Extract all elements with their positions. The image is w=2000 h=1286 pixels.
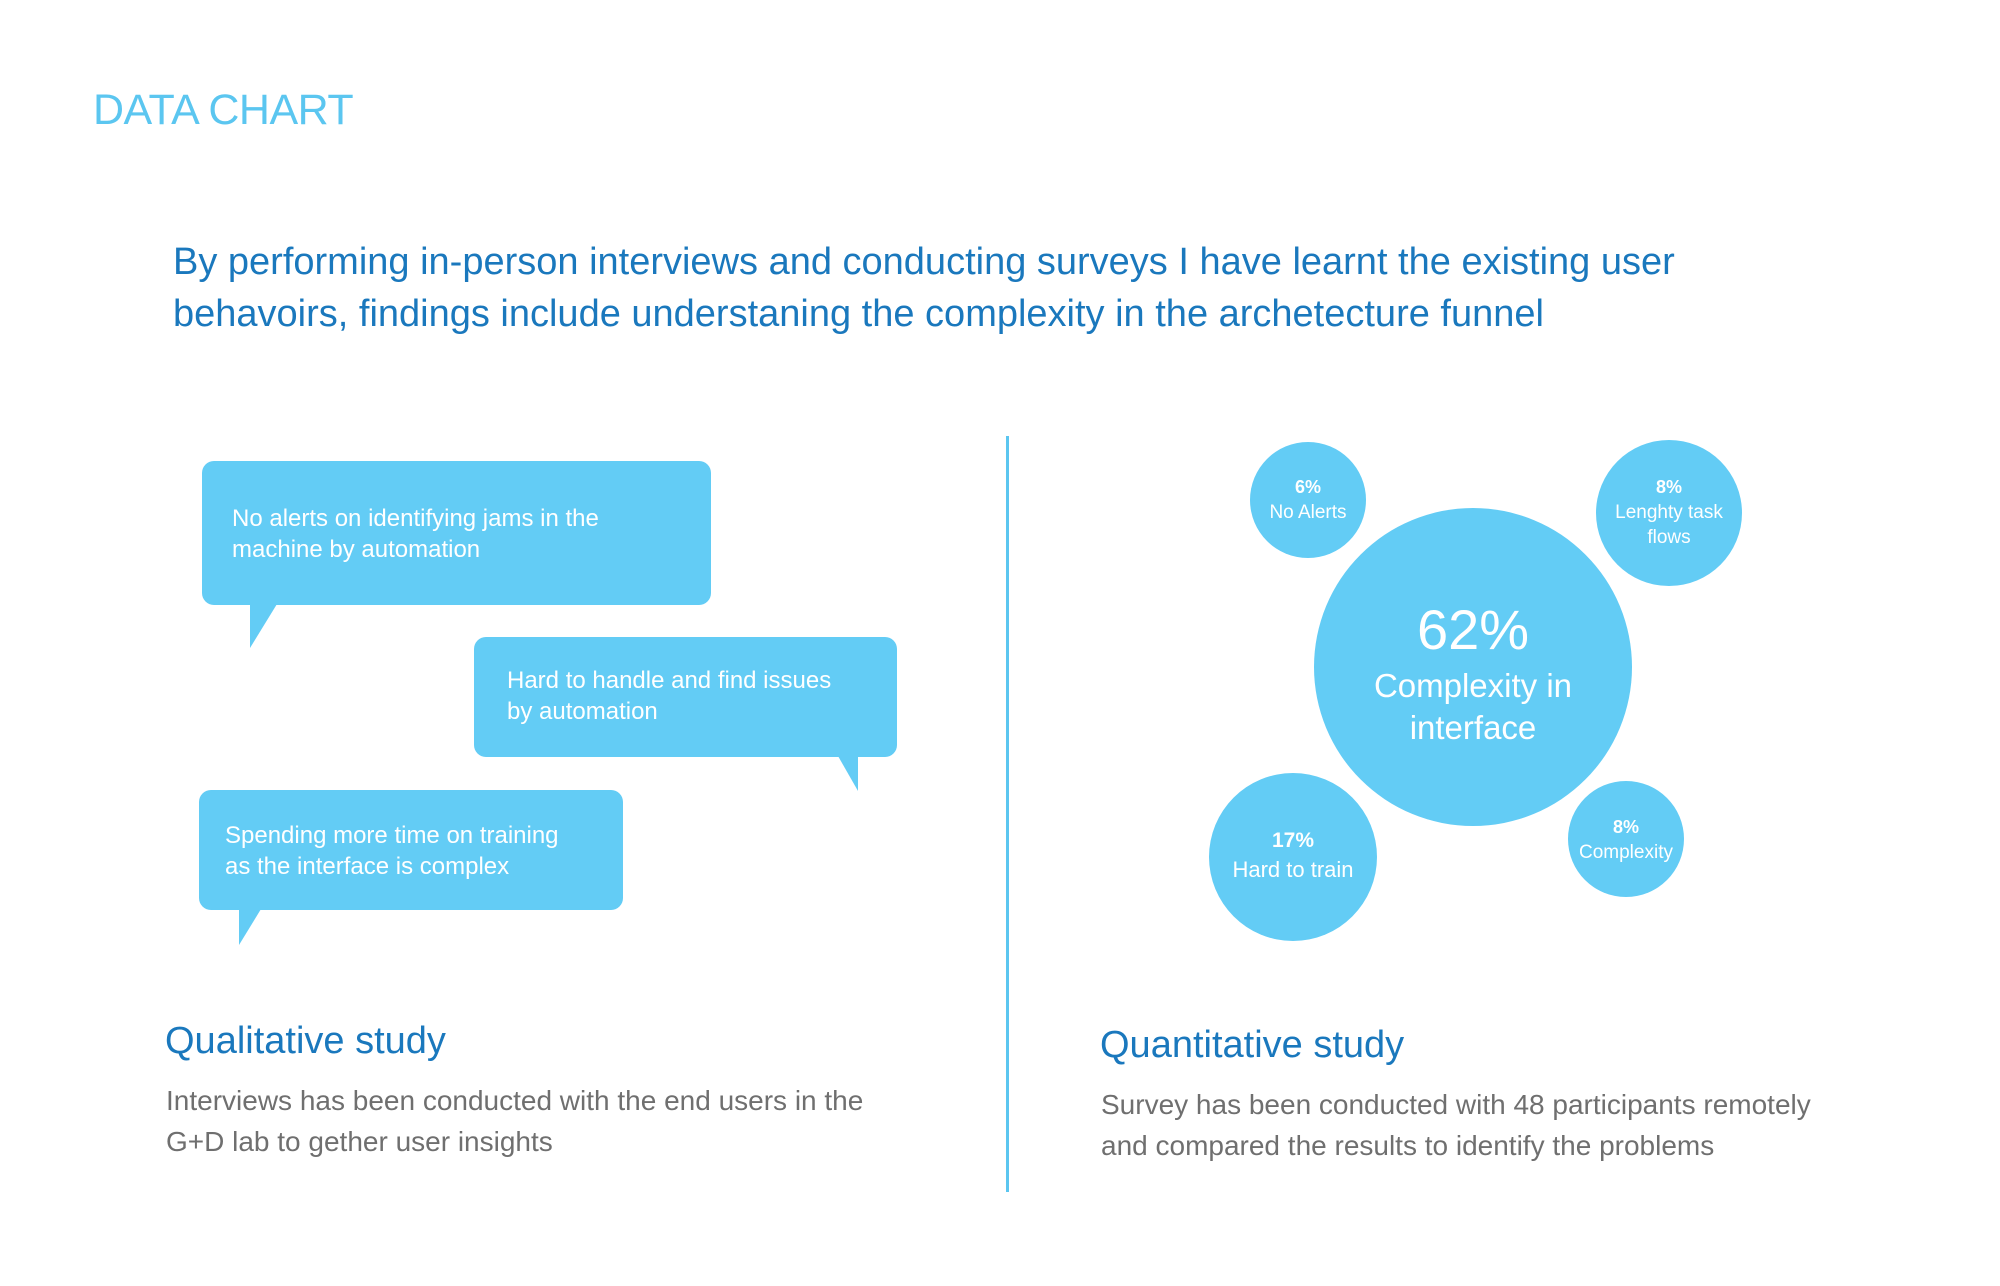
bubble-label: Complexity: [1579, 842, 1673, 863]
bubble-value: 8%: [1656, 477, 1682, 497]
bubble-complexity-interface: 62% Complexity in interface: [1314, 508, 1632, 826]
bubble-complexity: 8% Complexity: [1568, 781, 1684, 897]
bubble-label: No Alerts: [1269, 502, 1346, 523]
bubble-lengthy-task-flows: 8% Lenghty task flows: [1596, 440, 1742, 586]
bubble-circle: [1568, 781, 1684, 897]
quote-line: Hard to handle and find issues: [507, 667, 832, 694]
bubble-circle: [1596, 440, 1742, 586]
bubble-value: 62%: [1417, 598, 1529, 661]
quote-bubble-hard-to-handle: Hard to handle and find issues by automa…: [474, 637, 897, 791]
section-label: DATA CHART: [93, 86, 354, 134]
qualitative-study-title: Qualitative study: [165, 1020, 446, 1062]
speech-tail: [239, 909, 261, 945]
section-divider: [1006, 436, 1009, 1192]
speech-tail: [250, 604, 277, 648]
description-line: and compared the results to identify the…: [1101, 1130, 1715, 1161]
speech-tail: [838, 756, 858, 791]
quote-bubble-training: Spending more time on training as the in…: [199, 790, 623, 945]
bubble-label: flows: [1647, 527, 1690, 548]
bubble-hard-to-train: 17% Hard to train: [1209, 773, 1377, 941]
bubble-label: Hard to train: [1232, 857, 1353, 882]
intro-line: By performing in-person interviews and c…: [173, 241, 1675, 283]
description-line: Survey has been conducted with 48 partic…: [1101, 1089, 1811, 1120]
quote-line: by automation: [507, 698, 658, 725]
description-line: Interviews has been conducted with the e…: [166, 1085, 864, 1116]
description-line: G+D lab to gether user insights: [166, 1126, 553, 1157]
bubble-chart: 62% Complexity in interface 6% No Alerts…: [1209, 440, 1742, 941]
bubble-value: 17%: [1272, 829, 1314, 852]
bubble-label: interface: [1410, 709, 1537, 746]
bubble-no-alerts: 6% No Alerts: [1250, 442, 1366, 558]
bubble-circle: [1314, 508, 1632, 826]
quantitative-study-description: Survey has been conducted with 48 partic…: [1101, 1084, 1811, 1166]
quote-line: machine by automation: [232, 536, 481, 563]
bubble-label: Lenghty task: [1615, 502, 1723, 523]
quote-bubble-no-alerts: No alerts on identifying jams in the mac…: [202, 461, 711, 648]
bubble-value: 8%: [1613, 817, 1639, 837]
bubble-value: 6%: [1295, 477, 1321, 497]
bubble-label: Complexity in: [1374, 667, 1572, 704]
quote-line: No alerts on identifying jams in the: [232, 505, 599, 532]
bubble-circle: [1250, 442, 1366, 558]
bubble-circle: [1209, 773, 1377, 941]
quantitative-study-title: Quantitative study: [1100, 1024, 1405, 1066]
quote-line: Spending more time on training: [225, 822, 559, 849]
qualitative-study-description: Interviews has been conducted with the e…: [166, 1080, 863, 1162]
intro-text: By performing in-person interviews and c…: [173, 236, 1873, 340]
intro-line: behavoirs, findings include understaning…: [173, 293, 1544, 335]
quote-line: as the interface is complex: [225, 853, 510, 880]
